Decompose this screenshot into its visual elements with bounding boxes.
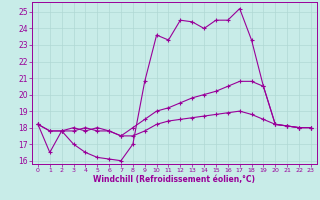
X-axis label: Windchill (Refroidissement éolien,°C): Windchill (Refroidissement éolien,°C): [93, 175, 255, 184]
